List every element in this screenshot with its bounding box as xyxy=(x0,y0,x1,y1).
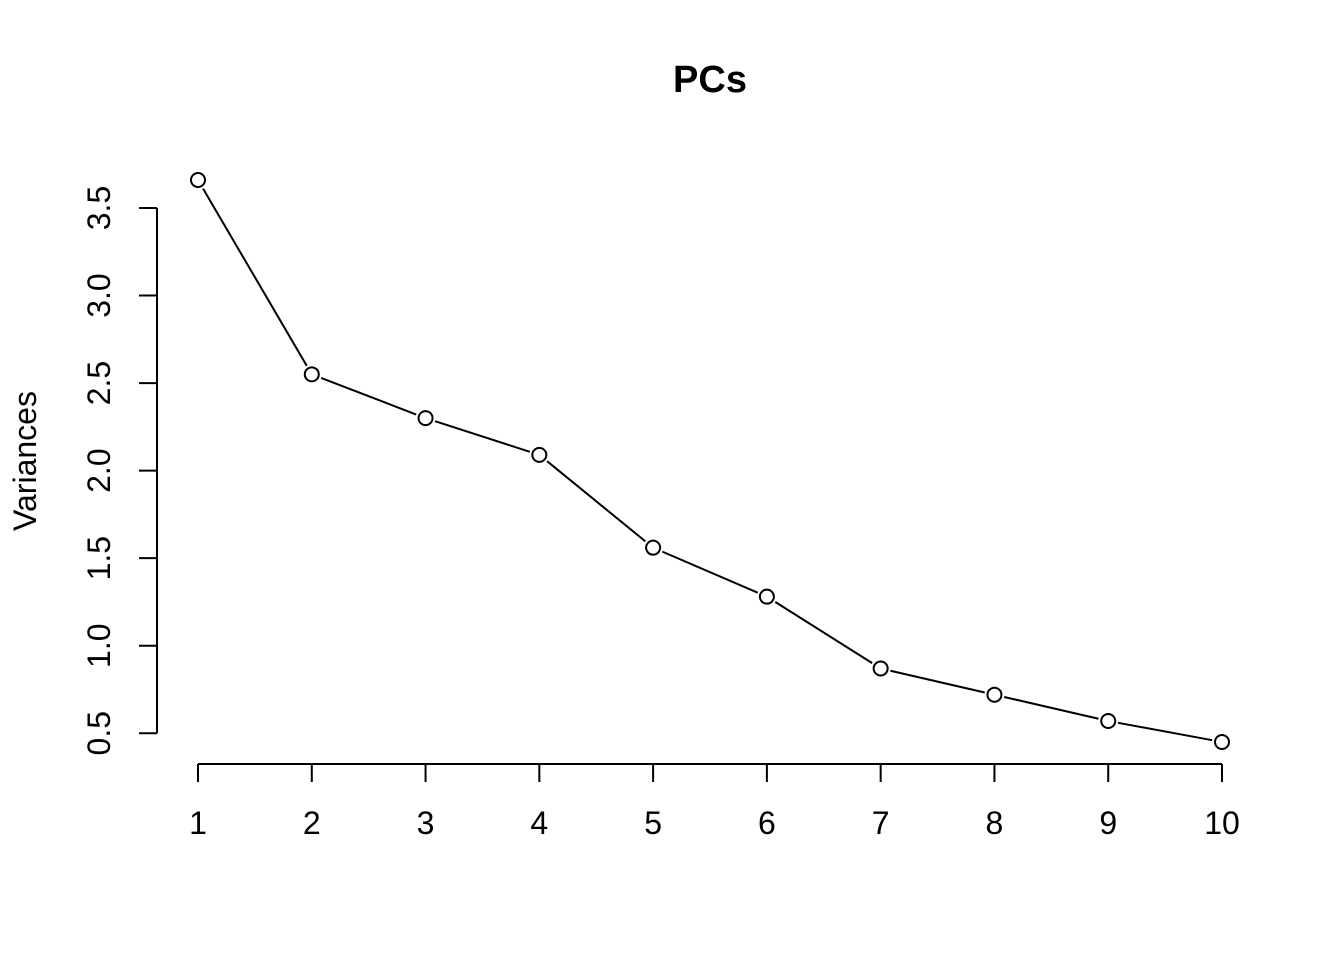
x-tick-label: 1 xyxy=(189,805,207,841)
data-point xyxy=(758,588,775,605)
series-segment xyxy=(890,669,985,694)
data-point xyxy=(303,366,320,383)
series-segment xyxy=(1117,721,1213,742)
x-tick-label: 10 xyxy=(1204,805,1240,841)
y-axis: 0.5 1.0 1.5 2.0 2.5 3.0 3.5 xyxy=(81,186,158,755)
x-tick-label: 7 xyxy=(872,805,890,841)
data-point xyxy=(986,686,1003,703)
series-segment xyxy=(320,376,417,416)
data-point xyxy=(531,446,548,463)
y-tick-label: 3.0 xyxy=(81,273,117,317)
y-axis-label: Variances xyxy=(7,391,43,531)
data-point xyxy=(1100,712,1117,729)
series-segment xyxy=(774,601,873,664)
series xyxy=(190,172,1230,750)
data-point xyxy=(1214,734,1230,750)
data-point xyxy=(872,660,889,677)
x-tick-label: 6 xyxy=(758,805,776,841)
data-point xyxy=(190,172,206,188)
series-segment xyxy=(661,550,759,594)
chart-title: PCs xyxy=(673,59,747,101)
series-segment xyxy=(202,188,308,367)
series-segment xyxy=(434,420,531,453)
y-tick-label: 2.0 xyxy=(81,448,117,492)
y-tick-label: 1.5 xyxy=(81,536,117,580)
x-tick-label: 2 xyxy=(303,805,321,841)
series-segment xyxy=(546,460,646,543)
y-tick-label: 1.0 xyxy=(81,623,117,667)
x-tick-label: 9 xyxy=(1099,805,1117,841)
data-point xyxy=(417,410,434,427)
x-tick-label: 3 xyxy=(417,805,435,841)
y-tick-label: 2.5 xyxy=(81,361,117,405)
x-tick-label: 4 xyxy=(530,805,548,841)
x-tick-label: 5 xyxy=(644,805,662,841)
x-axis: 1 2 3 4 5 6 7 8 9 10 xyxy=(189,763,1240,841)
y-tick-label: 0.5 xyxy=(81,711,117,755)
data-point xyxy=(645,539,662,556)
y-tick-label: 3.5 xyxy=(81,186,117,230)
x-tick-label: 8 xyxy=(986,805,1004,841)
series-segment xyxy=(1003,696,1099,720)
